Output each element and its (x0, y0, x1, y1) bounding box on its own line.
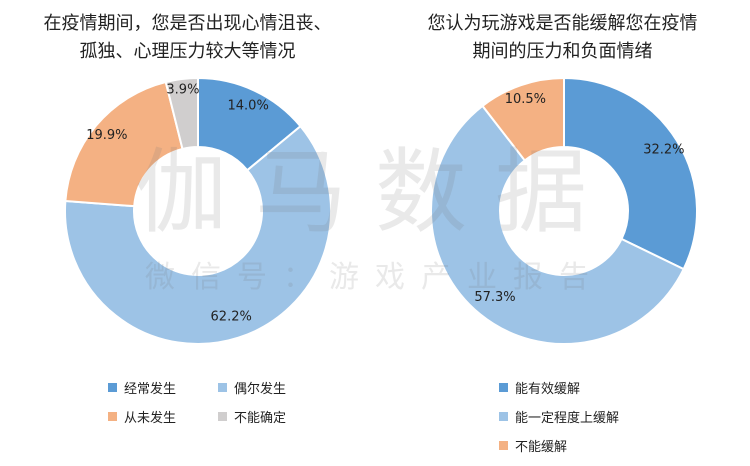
donut-slice (481, 76, 565, 162)
chart-title-right: 您认为玩游戏是否能缓解您在疫情 期间的压力和负面情绪 (375, 10, 750, 66)
legend-item: 不能缓解 (499, 436, 567, 455)
legend-swatch (108, 383, 117, 392)
chart-title-left: 在疫情期间，您是否出现心情沮丧、 孤独、心理压力较大等情况 (0, 10, 375, 66)
slice-data-label: 57.3% (474, 290, 515, 305)
legend-item: 能一定程度上缓解 (499, 407, 619, 426)
legend-swatch (499, 441, 508, 450)
slice-data-label: 3.9% (166, 83, 199, 98)
legend-label: 不能确定 (234, 411, 287, 426)
donut-slice (64, 124, 332, 345)
chart-title-line: 您认为玩游戏是否能缓解您在疫情 (427, 13, 698, 34)
donut-slice (64, 80, 184, 208)
slice-data-label: 19.9% (86, 128, 127, 143)
legend-label: 经常发生 (124, 382, 177, 397)
donut-chart-left: 14.0% 62.2% 19.9% 3.9% (64, 76, 332, 345)
legend-item: 从未发生 (108, 407, 176, 426)
legend-swatch (499, 383, 508, 392)
slice-data-label: 10.5% (505, 92, 546, 107)
chart-title-line: 期间的压力和负面情绪 (472, 41, 653, 62)
chart-title-line: 孤独、心理压力较大等情况 (79, 41, 296, 62)
slice-data-label: 62.2% (211, 309, 252, 324)
legend-label: 能有效缓解 (515, 382, 581, 397)
chart-panel-left: 在疫情期间，您是否出现心情沮丧、 孤独、心理压力较大等情况 14.0% 62.2%… (0, 10, 375, 426)
legend-label: 不能缓解 (515, 440, 568, 455)
slice-data-label: 32.2% (643, 142, 684, 157)
donut-chart-right: 32.2% 57.3% 10.5% (430, 76, 698, 345)
legend-label: 从未发生 (124, 411, 177, 426)
legend-item: 能有效缓解 (499, 378, 580, 397)
legend-swatch (218, 383, 227, 392)
legend-swatch (499, 412, 508, 421)
legend-swatch (218, 412, 227, 421)
legend-label: 偶尔发生 (234, 382, 287, 397)
legend-item: 经常发生 (108, 378, 176, 397)
donut-slice (430, 104, 685, 345)
donut-slice (164, 76, 199, 151)
legend-swatch (108, 412, 117, 421)
donut-slice (563, 76, 698, 271)
chart-panel-right: 您认为玩游戏是否能缓解您在疫情 期间的压力和负面情绪 32.2% 57.3% 10.… (375, 0, 750, 466)
legend-item: 不能确定 (218, 407, 286, 426)
legend-item: 偶尔发生 (218, 378, 286, 397)
legend-label: 能一定程度上缓解 (515, 411, 620, 426)
chart-title-line: 在疫情期间，您是否出现心情沮丧、 (43, 13, 332, 34)
slice-data-label: 14.0% (228, 98, 269, 113)
